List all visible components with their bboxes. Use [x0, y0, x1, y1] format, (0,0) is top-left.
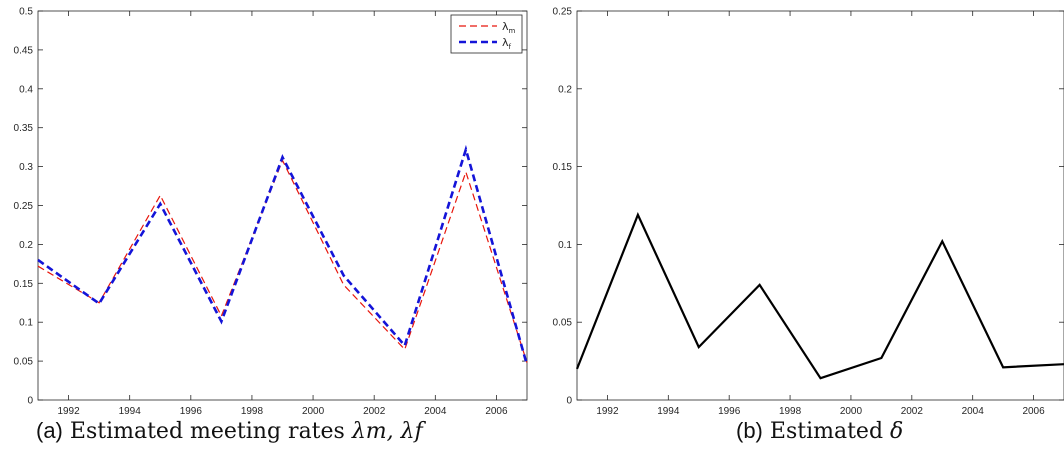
y-tick-label: 0.5: [19, 7, 33, 18]
x-tick-label: 2002: [363, 406, 386, 417]
y-tick-label: 0.2: [558, 84, 572, 95]
panel-b: 0 0.05 0.1 0.15 0.2 0.25 1992 1994 1996 1998 2000 2…: [553, 7, 1064, 417]
x-tick-label: 1994: [119, 406, 142, 417]
caption-a-math: λm, λf: [351, 419, 423, 444]
x-tick-label: 2002: [901, 406, 924, 417]
legend-label-sub: m: [509, 27, 516, 35]
x-tick-label: 1998: [241, 406, 264, 417]
y-tick-label: 0.25: [14, 201, 34, 212]
y-tick-label: 0.45: [14, 45, 34, 56]
y-tick-label: 0.15: [553, 162, 573, 173]
x-tick-label: 1996: [718, 406, 741, 417]
caption-b-math: δ: [890, 419, 904, 444]
y-tick-label: 0.35: [14, 123, 34, 134]
y-tick-label: 0.25: [553, 7, 573, 18]
x-tick-label: 2004: [962, 406, 985, 417]
legend-box: [450, 14, 523, 54]
y-tick-label: 0: [566, 396, 572, 407]
legend-label-base: λ: [502, 20, 509, 33]
legend-label: λf: [502, 36, 512, 51]
x-tick-label: 1994: [657, 406, 680, 417]
legend-label-sub: f: [509, 43, 512, 51]
caption-b-label: (b): [736, 418, 763, 443]
series-line-series-0: [575, 212, 1064, 380]
x-tick-label: 2006: [1022, 406, 1045, 417]
y-tick-label: 0.15: [14, 279, 34, 290]
legend-label-base: λ: [502, 36, 509, 49]
series-line-λf: [37, 144, 529, 366]
caption-b-text: Estimated: [769, 419, 884, 444]
y-tick-label: 0.05: [553, 318, 573, 329]
plot-area: [37, 10, 528, 401]
caption-b: (b) Estimated δ: [736, 418, 903, 444]
plot-area: [576, 10, 1064, 401]
y-tick-label: 0.2: [19, 240, 33, 251]
y-tick-label: 0.3: [19, 162, 33, 173]
y-tick-label: 0.1: [19, 318, 33, 329]
x-tick-label: 1996: [180, 406, 203, 417]
caption-a-label: (a): [36, 418, 63, 443]
y-tick-label: 0.4: [19, 84, 33, 95]
panel-a: 0 0.05 0.1 0.15 0.2 0.25 0.3 0.35 0.4 0.45 0.5 1992…: [14, 7, 529, 417]
y-tick-label: 0.1: [558, 240, 572, 251]
y-tick-label: 0: [27, 396, 33, 407]
x-tick-label: 2006: [485, 406, 508, 417]
x-tick-label: 1998: [779, 406, 802, 417]
x-tick-label: 1992: [57, 406, 80, 417]
x-tick-label: 2004: [424, 406, 447, 417]
x-tick-label: 2000: [840, 406, 863, 417]
x-tick-label: 2000: [302, 406, 325, 417]
y-tick-label: 0.05: [14, 357, 34, 368]
x-tick-label: 1992: [596, 406, 619, 417]
caption-a-text: Estimated meeting rates: [69, 419, 345, 444]
caption-a: (a) Estimated meeting rates λm, λf: [36, 418, 423, 444]
legend-label: λm: [502, 20, 516, 35]
